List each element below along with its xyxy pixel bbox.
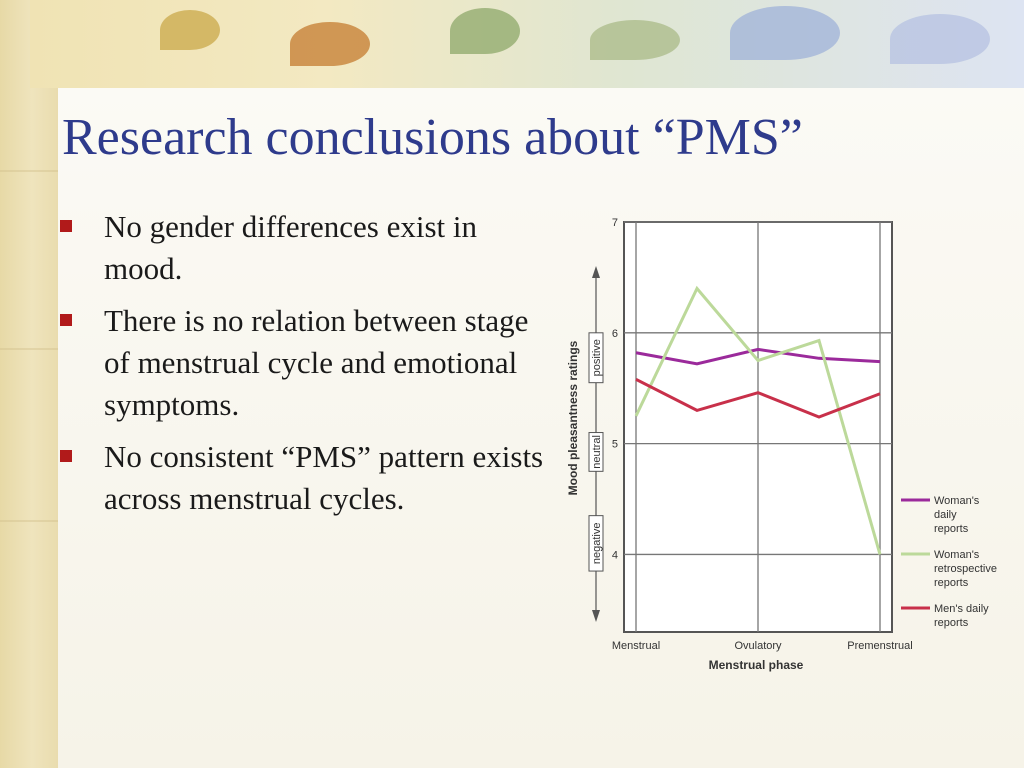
series-lines	[634, 285, 882, 555]
mood-band-labels: positive neutral negative	[588, 332, 604, 572]
bullet-item: There is no relation between stage of me…	[56, 300, 556, 426]
leaf-decoration	[160, 10, 220, 50]
leaf-decoration	[730, 6, 840, 60]
arrow-down-icon	[592, 610, 600, 622]
leaf-decoration	[450, 8, 520, 54]
bullet-text: No consistent “PMS” pattern exists acros…	[104, 439, 544, 516]
x-tick-label: Ovulatory	[734, 640, 782, 652]
mood-chart-svg: positive neutral negative 4 5 6 7 Menstrual Ov…	[566, 217, 997, 672]
band-label-box	[588, 432, 604, 472]
bullet-square-icon	[60, 220, 72, 232]
band-divider	[0, 348, 58, 350]
bullet-item: No consistent “PMS” pattern exists acros…	[56, 436, 556, 520]
legend-label: Woman's retrospective reports	[934, 549, 997, 589]
x-tick-labels: Menstrual Ovulatory Premenstrual	[612, 640, 913, 652]
x-tick-label: Premenstrual	[847, 640, 912, 652]
y-tick-label: 5	[612, 439, 618, 451]
series-line-2	[635, 378, 881, 419]
leaf-decoration	[290, 22, 370, 66]
x-axis-label: Menstrual phase	[709, 658, 804, 672]
bullet-square-icon	[60, 450, 72, 462]
series-line-0	[635, 347, 881, 366]
chart-legend: Woman's daily reports Woman's retrospective r…	[901, 495, 997, 629]
band-label-box	[588, 515, 604, 572]
band-label-box	[588, 332, 604, 384]
band-divider	[0, 170, 58, 172]
grid-lines	[624, 221, 892, 632]
x-tick-label: Menstrual	[612, 640, 660, 652]
band-label: neutral	[591, 435, 603, 469]
y-tick-labels: 4 5 6 7	[612, 217, 618, 561]
legend-label: Woman's daily reports	[934, 495, 980, 535]
series-line-1	[634, 285, 882, 555]
mood-chart: positive neutral negative 4 5 6 7 Menstrual Ov…	[560, 208, 1020, 678]
legend-label: Men's daily reports	[934, 603, 989, 629]
leaf-decoration	[890, 14, 990, 64]
band-divider	[0, 520, 58, 522]
y-tick-label: 7	[612, 217, 618, 229]
bullet-text: No gender differences exist in mood.	[104, 209, 478, 286]
bullet-item: No gender differences exist in mood.	[56, 206, 556, 290]
top-decorative-band	[30, 0, 1024, 88]
bullet-list: No gender differences exist in mood. The…	[56, 206, 556, 530]
arrow-up-icon	[592, 266, 600, 278]
slide-title: Research conclusions about “PMS”	[62, 109, 803, 166]
band-label: negative	[591, 523, 603, 565]
bullet-text: There is no relation between stage of me…	[104, 303, 529, 422]
y-tick-label: 4	[612, 549, 618, 561]
y-tick-label: 6	[612, 328, 618, 340]
left-decorative-band	[0, 0, 59, 768]
bullet-square-icon	[60, 314, 72, 326]
band-label: positive	[591, 339, 603, 376]
leaf-decoration	[590, 20, 680, 60]
y-axis-label: Mood pleasantness ratings	[566, 340, 580, 495]
